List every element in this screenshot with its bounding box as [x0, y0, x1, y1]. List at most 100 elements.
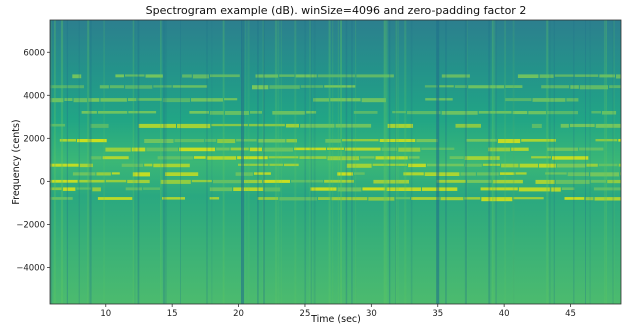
harmonic-band-segment — [551, 187, 561, 192]
time-stripe — [309, 20, 311, 304]
harmonic-band-segment — [392, 111, 406, 114]
harmonic-band-segment — [398, 147, 421, 152]
harmonic-band-segment — [249, 147, 262, 152]
time-stripe — [553, 20, 555, 304]
harmonic-band-segment — [440, 197, 464, 201]
harmonic-band-segment — [531, 123, 542, 128]
harmonic-band-segment — [209, 197, 220, 200]
time-stripe — [397, 20, 399, 304]
harmonic-band-segment — [478, 111, 512, 114]
harmonic-band-segment — [408, 163, 426, 168]
time-stripe — [310, 20, 312, 304]
harmonic-band-segment — [403, 172, 424, 176]
x-tick-label: 25 — [300, 309, 311, 319]
time-stripe — [613, 20, 615, 304]
harmonic-band-segment — [513, 197, 544, 200]
harmonic-band-segment — [406, 111, 441, 115]
harmonic-band-segment — [299, 156, 327, 159]
time-stripe — [262, 20, 264, 304]
harmonic-band-segment — [556, 163, 586, 168]
harmonic-band-segment — [505, 85, 523, 88]
harmonic-band-segment — [157, 156, 193, 160]
harmonic-band-segment — [193, 156, 206, 159]
time-stripe — [163, 20, 165, 304]
harmonic-band-segment — [372, 163, 408, 166]
harmonic-band-segment — [535, 179, 555, 184]
harmonic-band-segment — [121, 163, 144, 167]
harmonic-band-segment — [408, 156, 420, 159]
harmonic-band-segment — [424, 85, 438, 88]
harmonic-band-segment — [50, 163, 79, 167]
time-stripe — [245, 20, 247, 304]
harmonic-band-segment — [210, 74, 240, 78]
harmonic-band-segment — [353, 111, 378, 114]
harmonic-band-segment — [497, 139, 521, 144]
time-stripe — [66, 20, 68, 304]
harmonic-band-segment — [547, 111, 578, 115]
harmonic-band-segment — [72, 74, 82, 79]
harmonic-band-segment — [521, 139, 556, 142]
harmonic-band-segment — [50, 179, 78, 183]
harmonic-band-segment — [327, 156, 360, 161]
harmonic-band-segment — [620, 172, 621, 176]
harmonic-band-segment — [598, 163, 618, 167]
harmonic-band-segment — [561, 187, 575, 190]
harmonic-band-segment — [50, 123, 66, 127]
harmonic-band-segment — [125, 187, 143, 191]
harmonic-band-segment — [424, 172, 460, 176]
harmonic-band-segment — [205, 139, 217, 142]
time-stripe — [304, 20, 307, 304]
harmonic-band-segment — [585, 197, 594, 201]
harmonic-band-segment — [554, 74, 574, 77]
harmonic-band-segment — [177, 123, 211, 129]
time-stripe — [488, 20, 491, 304]
harmonic-band-segment — [146, 147, 179, 152]
time-stripe — [355, 20, 357, 304]
time-stripe — [211, 20, 213, 304]
time-stripe — [340, 20, 342, 304]
plot-area — [50, 20, 621, 304]
x-tick-label: 15 — [167, 309, 178, 319]
harmonic-band-segment — [330, 98, 361, 102]
time-stripe — [50, 20, 53, 304]
harmonic-band-segment — [191, 179, 212, 183]
harmonic-band-segment — [569, 123, 595, 128]
harmonic-band-segment — [224, 111, 249, 115]
harmonic-band-segment — [466, 179, 492, 183]
harmonic-band-segment — [574, 74, 599, 77]
harmonic-band-segment — [381, 147, 398, 151]
harmonic-band-segment — [162, 98, 190, 103]
harmonic-band-segment — [477, 172, 499, 176]
time-stripe — [137, 20, 140, 304]
time-stripe — [464, 20, 467, 304]
harmonic-band-segment — [607, 179, 621, 184]
harmonic-band-segment — [257, 197, 279, 200]
x-tick-label: 10 — [100, 309, 111, 319]
harmonic-band-segment — [300, 123, 335, 128]
time-stripe — [87, 20, 90, 304]
y-tick-label: −4000 — [16, 263, 45, 273]
time-stripe — [332, 20, 334, 304]
harmonic-band-segment — [213, 179, 243, 184]
time-stripe — [50, 20, 52, 304]
time-stripe — [512, 20, 515, 304]
harmonic-band-segment — [105, 179, 127, 183]
harmonic-band-segment — [111, 172, 120, 175]
time-stripe — [263, 20, 265, 304]
harmonic-band-segment — [50, 187, 62, 191]
harmonic-band-segment — [109, 85, 125, 89]
time-stripe — [89, 20, 92, 304]
harmonic-band-segment — [50, 85, 84, 89]
harmonic-band-segment — [579, 147, 604, 151]
harmonic-band-segment — [264, 187, 281, 192]
harmonic-band-segment — [590, 179, 607, 183]
harmonic-band-segment — [547, 147, 579, 151]
harmonic-band-segment — [436, 179, 466, 183]
harmonic-band-segment — [344, 147, 381, 151]
harmonic-band-segment — [272, 111, 306, 115]
harmonic-band-segment — [481, 197, 513, 202]
harmonic-band-segment — [237, 156, 268, 160]
harmonic-band-segment — [144, 139, 174, 143]
harmonic-band-segment — [238, 163, 269, 166]
harmonic-band-segment — [291, 179, 324, 183]
